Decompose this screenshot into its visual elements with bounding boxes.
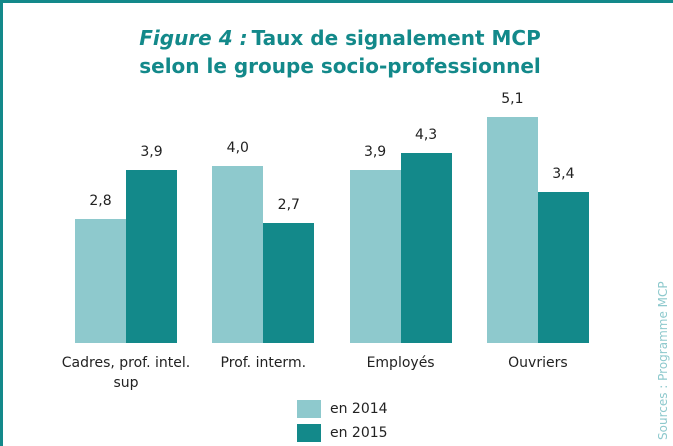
- bar: [537, 192, 589, 343]
- legend-label: en 2015: [330, 425, 388, 441]
- x-tick-label: Ouvriers: [508, 355, 568, 371]
- x-tick-label: Employés: [366, 355, 435, 371]
- figure-label: Figure 4 :: [139, 26, 248, 50]
- value-label: 5,1: [501, 91, 524, 108]
- bar: [126, 170, 177, 343]
- legend-swatch: [297, 424, 321, 442]
- chart-title: Figure 4 : Taux de signalement MCP selon …: [110, 24, 570, 80]
- bar: [400, 152, 452, 343]
- value-label: 3,9: [140, 144, 163, 161]
- value-label: 4,0: [226, 139, 249, 156]
- title-text: Taux de signalement MCP selon le groupe …: [139, 26, 541, 78]
- bar: [486, 117, 538, 343]
- bar: [75, 218, 126, 343]
- value-label: 3,9: [363, 144, 387, 161]
- value-label: 2,8: [89, 192, 112, 209]
- bar: [263, 223, 315, 343]
- bar: [212, 165, 264, 343]
- bar: [349, 170, 401, 343]
- x-tick-label: Prof. interm.: [220, 355, 307, 371]
- value-label: 4,3: [414, 126, 438, 143]
- value-label: 3,4: [552, 166, 575, 183]
- x-tick-label: Cadres, prof. intel. sup: [61, 355, 191, 391]
- value-label: 2,7: [277, 197, 300, 214]
- legend-label: en 2014: [330, 401, 388, 417]
- source: Sources : Programme MCP: [656, 281, 670, 440]
- legend-swatch: [297, 400, 321, 418]
